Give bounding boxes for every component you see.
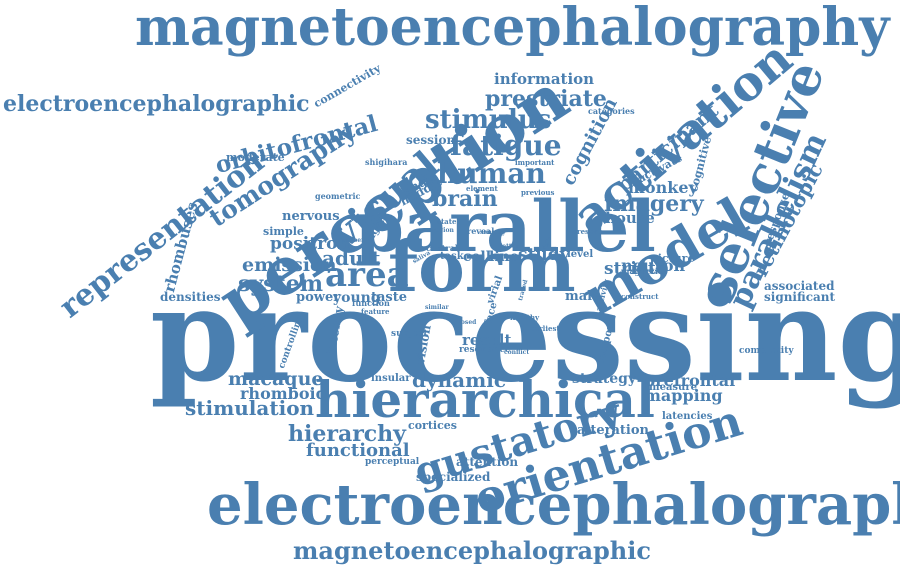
cloud-word: construct bbox=[621, 292, 659, 301]
cloud-word: stimulus bbox=[425, 105, 552, 135]
cloud-word: magnetic bbox=[621, 266, 663, 276]
cloud-word: feature bbox=[361, 307, 390, 316]
cloud-word: prestriate bbox=[485, 86, 607, 112]
cloud-word: associated bbox=[764, 279, 835, 293]
cloud-word: house bbox=[605, 209, 655, 227]
cloud-word: prefrontal bbox=[644, 371, 736, 390]
cloud-word: power bbox=[296, 290, 341, 305]
cloud-word: information bbox=[494, 70, 595, 88]
cloud-word: sensory bbox=[480, 229, 506, 236]
cloud-word: significant bbox=[764, 290, 836, 304]
cloud-word: attention bbox=[456, 455, 519, 469]
cloud-word: parallel bbox=[355, 185, 656, 268]
cloud-word: functional bbox=[306, 440, 410, 461]
cloud-word: hierarchical bbox=[315, 370, 655, 429]
cloud-word: connectivity bbox=[311, 61, 383, 111]
cloud-word: level bbox=[567, 249, 594, 260]
cloud-word: strategy bbox=[572, 371, 637, 387]
cloud-word: shigihara bbox=[365, 157, 408, 167]
cloud-word: human bbox=[437, 157, 546, 190]
cloud-word: present bbox=[572, 227, 602, 236]
cloud-word: area bbox=[325, 255, 409, 295]
cloud-word: previous bbox=[521, 188, 555, 197]
cloud-word: male bbox=[565, 289, 601, 304]
cloud-word: dynamic bbox=[412, 368, 507, 392]
cloud-word: positron bbox=[270, 234, 350, 254]
cloud-word: resonance bbox=[459, 345, 511, 355]
cloud-word: state bbox=[437, 217, 457, 226]
cloud-word: taste bbox=[371, 290, 408, 305]
cloud-word: categories bbox=[588, 106, 635, 116]
cloud-word: form bbox=[388, 225, 576, 308]
cloud-word: imagery bbox=[604, 191, 704, 217]
cloud-word: hierarchy bbox=[288, 421, 406, 447]
cloud-word: specialized bbox=[416, 470, 491, 484]
cloud-word: closed bbox=[455, 319, 477, 326]
cloud-word: alteration bbox=[577, 423, 649, 438]
cloud-word: region bbox=[432, 227, 454, 234]
cloud-word: macaque bbox=[228, 368, 324, 390]
cloud-word: magnetoencephalography bbox=[135, 0, 890, 58]
cloud-word: complexity bbox=[739, 346, 794, 356]
cloud-word: electroencephalographic bbox=[3, 91, 310, 117]
cloud-word: cell bbox=[463, 249, 492, 265]
cloud-word: cortices bbox=[408, 419, 457, 432]
cloud-word: study bbox=[518, 245, 570, 265]
cloud-word: processing bbox=[150, 261, 900, 411]
cloud-word: rhomboid bbox=[240, 384, 327, 403]
cloud-word: adult bbox=[322, 246, 381, 270]
cloud-word: fatigue bbox=[450, 129, 562, 162]
cloud-word: number bbox=[338, 237, 365, 244]
cloud-word: important bbox=[515, 158, 555, 167]
cloud-word: brain bbox=[432, 186, 498, 212]
cloud-word: element bbox=[466, 184, 498, 193]
cloud-word: conflict bbox=[504, 349, 530, 356]
cloud-word: picture bbox=[650, 252, 695, 265]
cloud-word: measure bbox=[649, 382, 697, 393]
cloud-word: latencies bbox=[662, 411, 713, 422]
cloud-word: nervous bbox=[282, 209, 340, 224]
cloud-word: perceptual bbox=[365, 457, 420, 467]
cloud-word: system bbox=[238, 271, 323, 297]
cloud-word: moderate bbox=[226, 151, 285, 164]
cloud-word: similar bbox=[425, 304, 449, 311]
cloud-word: reveal bbox=[467, 226, 495, 236]
cloud-word: subject bbox=[391, 329, 428, 339]
cloud-word: neuron bbox=[621, 256, 686, 275]
cloud-word: result bbox=[462, 331, 512, 349]
cloud-word: young bbox=[333, 290, 381, 306]
cloud-word: function bbox=[352, 298, 390, 308]
cloud-word: line bbox=[489, 249, 519, 265]
cloud-word: magnetoencephalographic bbox=[293, 536, 651, 565]
cloud-word: geometric bbox=[315, 191, 361, 201]
cloud-word: task bbox=[440, 251, 464, 262]
cloud-word: letter bbox=[500, 243, 519, 250]
cloud-word: earliest bbox=[530, 324, 560, 333]
cloud-word: session bbox=[406, 133, 456, 147]
cloud-word: densities bbox=[160, 290, 221, 304]
cloud-word: insular bbox=[371, 373, 411, 384]
cloud-word: electroencephalography bbox=[207, 472, 900, 538]
cloud-word: striate bbox=[604, 259, 667, 279]
cloud-word: emission bbox=[242, 254, 337, 276]
cloud-word: stimulation bbox=[185, 396, 315, 420]
cloud-word: central bbox=[426, 243, 458, 253]
cloud-word: simple bbox=[263, 225, 304, 238]
cloud-word: mapping bbox=[644, 386, 723, 405]
cloud-word: monkey bbox=[628, 178, 698, 197]
cloud-word: healthy bbox=[510, 313, 540, 322]
